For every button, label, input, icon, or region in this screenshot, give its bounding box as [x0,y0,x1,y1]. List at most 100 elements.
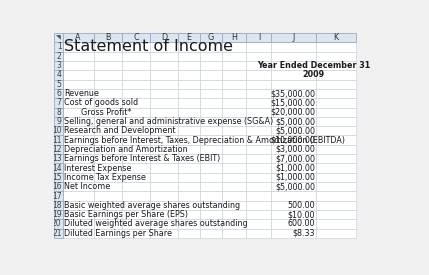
Bar [316,163,356,173]
Bar [200,163,221,173]
Text: 11: 11 [52,136,62,145]
Bar [200,79,221,89]
Bar [94,136,122,145]
Bar [63,136,94,145]
Text: C: C [133,33,139,42]
Bar [246,229,272,238]
Bar [272,219,316,229]
Text: $5,000.00: $5,000.00 [275,182,315,191]
Bar [221,89,246,98]
Bar [221,219,246,229]
Bar [246,79,272,89]
Bar [54,89,63,98]
Text: B: B [105,33,110,42]
Bar [246,70,272,79]
Bar [178,61,200,70]
Bar [150,210,178,219]
Bar [200,182,221,191]
Bar [246,154,272,163]
Bar [54,70,63,79]
Bar [200,42,221,52]
Bar [221,210,246,219]
Text: Gross Profit*: Gross Profit* [81,108,131,117]
Bar [63,52,94,61]
Bar [221,136,246,145]
Bar [178,98,200,108]
Bar [94,219,122,229]
Bar [63,42,94,52]
Text: $1,000.00: $1,000.00 [275,164,315,173]
Bar [272,108,316,117]
Bar [94,108,122,117]
Text: 12: 12 [52,145,62,154]
Text: D: D [161,33,167,42]
Bar [94,182,122,191]
Text: Revenue: Revenue [64,89,99,98]
Bar [316,182,356,191]
Bar [200,173,221,182]
Text: K: K [334,33,339,42]
Bar [94,163,122,173]
Text: Depreciation and Amortization: Depreciation and Amortization [64,145,187,154]
Text: 6: 6 [57,89,62,98]
Bar [178,52,200,61]
Bar [150,182,178,191]
Text: Basic weighted average shares outstanding: Basic weighted average shares outstandin… [64,201,240,210]
Text: 17: 17 [52,192,62,200]
Text: 2: 2 [57,52,62,61]
Bar [122,229,150,238]
Bar [150,33,178,42]
Bar [272,79,316,89]
Text: 20: 20 [52,219,62,229]
Bar [178,136,200,145]
Bar [150,89,178,98]
Bar [122,219,150,229]
Bar [178,108,200,117]
Bar [63,173,94,182]
Text: Net Income: Net Income [64,182,110,191]
Bar [94,191,122,201]
Bar [316,52,356,61]
Text: Diluted weighted average shares outstanding: Diluted weighted average shares outstand… [64,219,248,229]
Bar [150,117,178,126]
Bar [200,126,221,136]
Bar [200,229,221,238]
Bar [122,89,150,98]
Bar [63,210,94,219]
Bar [178,191,200,201]
Bar [54,173,63,182]
Bar [63,98,94,108]
Bar [54,108,63,117]
Bar [54,154,63,163]
Bar [94,145,122,154]
Bar [272,98,316,108]
Bar [94,201,122,210]
Bar [246,201,272,210]
Bar [272,126,316,136]
Bar [178,79,200,89]
Bar [316,191,356,201]
Text: Cost of goods sold: Cost of goods sold [64,98,138,107]
Bar [150,108,178,117]
Bar [272,182,316,191]
Text: 2009: 2009 [303,70,325,79]
Bar [122,70,150,79]
Bar [272,117,316,126]
Bar [122,52,150,61]
Bar [221,182,246,191]
Bar [63,79,94,89]
Text: G: G [208,33,214,42]
Text: 5: 5 [57,80,62,89]
Bar [316,98,356,108]
Text: $35,000.00: $35,000.00 [270,89,315,98]
Bar [316,201,356,210]
Bar [272,163,316,173]
Bar [94,210,122,219]
Bar [246,145,272,154]
Bar [178,210,200,219]
Bar [200,61,221,70]
Bar [122,191,150,201]
Bar [150,154,178,163]
Bar [272,173,316,182]
Bar [246,89,272,98]
